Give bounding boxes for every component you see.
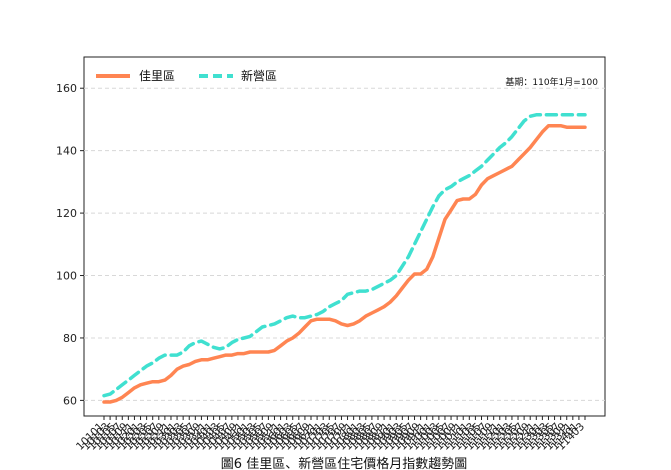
y-tick-label-3: 120 — [56, 207, 77, 220]
y-tick-label-4: 140 — [56, 145, 77, 158]
chart-title: 圖6 佳里區、新營區住宅價格月指數趨勢圖 — [221, 456, 467, 470]
legend-label-jiali: 佳里區 — [139, 69, 175, 83]
series-line-1 — [102, 113, 587, 398]
y-tick-label-1: 80 — [63, 332, 77, 345]
y-tick-label-5: 160 — [56, 82, 77, 95]
y-tick-label-2: 100 — [56, 270, 77, 283]
legend-label-xinying: 新營區 — [241, 68, 277, 83]
x-axis: 1010110103101051010710109101111020110203… — [74, 416, 587, 453]
plot-area — [83, 56, 606, 417]
series-line-0 — [102, 123, 587, 404]
y-axis: 60 80 100 120 140 160 — [56, 82, 84, 407]
grid-lines — [84, 87, 605, 401]
series-lines — [102, 113, 587, 404]
legend: 佳里區 新營區 — [96, 68, 277, 83]
base-period-note: 基期：110年1月=100 — [505, 76, 598, 88]
y-tick-label-0: 60 — [63, 394, 77, 407]
